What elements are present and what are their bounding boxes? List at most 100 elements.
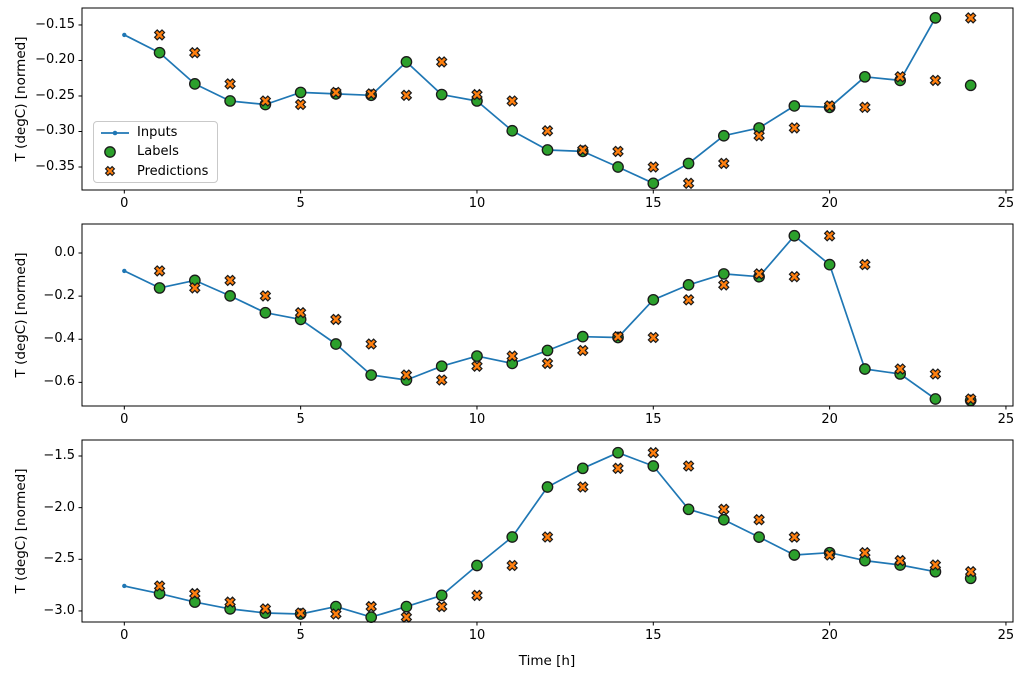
predictions-marker [259,603,272,615]
predictions-marker [859,258,871,271]
predictions-marker [612,145,624,158]
predictions-marker [365,600,377,613]
predictions-marker [718,503,730,516]
x-tick-label: 20 [821,196,838,211]
y-tick-label: −2.5 [43,551,75,567]
predictions-marker [435,56,448,68]
legend-item-inputs: Inputs [100,123,211,142]
labels-marker [788,100,801,112]
labels-marker [153,282,166,294]
x-tick-label: 15 [645,412,662,427]
predictions-marker [682,460,695,472]
legend-label-inputs: Inputs [137,125,178,141]
predictions-marker [647,161,660,173]
labels-marker [435,589,448,602]
labels-marker [400,600,413,613]
labels-marker [859,70,871,83]
inputs-point [122,583,127,589]
predictions-marker [435,374,448,386]
predictions-marker [682,177,695,190]
y-tick-label: −0.35 [35,158,75,174]
predictions-marker [753,513,765,526]
predictions-marker [471,88,483,101]
labels-marker [471,350,483,362]
predictions-marker [894,363,906,375]
y-tick-label: −0.20 [35,52,75,68]
predictions-marker [612,330,624,343]
predictions-marker [506,350,518,362]
predictions-marker [788,531,801,543]
labels-marker [365,369,378,381]
predictions-marker [330,86,342,99]
predictions-marker [647,446,660,459]
labels-marker [471,559,483,572]
predictions-marker [541,125,554,137]
x-tick-label: 20 [821,628,838,643]
labels-marker [435,88,448,101]
predictions-marker [788,270,801,283]
x-tick-label: 5 [296,196,305,211]
labels-marker [929,393,942,405]
predictions-marker [153,29,166,41]
labels-marker [682,279,695,291]
predictions-marker [859,101,871,114]
labels-marker [717,268,730,280]
predictions-marker [330,608,342,620]
labels-marker [823,258,836,271]
predictions-marker [541,531,554,543]
predictions-marker [577,144,589,156]
predictions-marker [365,88,377,100]
y-axis-label-subplot-3: T (degC) [normed] [13,468,29,594]
predictions-marker [718,279,730,291]
predictions-marker [259,95,272,107]
y-tick-label: −0.15 [35,16,75,32]
x-tick-label: 10 [468,412,486,427]
x-tick-label: 0 [120,628,129,643]
labels-marker [541,344,554,357]
labels-marker [153,46,166,59]
y-tick-label: −1.5 [43,448,75,463]
labels-marker [788,549,801,561]
legend-item-predictions: Predictions [100,162,211,181]
x-tick-label: 25 [997,628,1015,643]
predictions-marker [189,282,201,294]
legend: Inputs Labels Predictions [93,121,218,183]
inputs-point [122,32,127,38]
predictions-marker [929,368,942,380]
predictions-marker [577,344,589,357]
subplot-1-frame [81,7,1014,191]
y-tick-label: −0.2 [43,288,75,304]
predictions-marker [400,89,413,102]
x-tick-label: 0 [120,196,129,211]
y-tick-label: 0.0 [54,245,75,260]
subplot-3-frame [81,439,1014,623]
predictions-marker [718,157,730,170]
predictions-marker [788,122,801,134]
inputs-line [123,17,937,185]
labels-marker [224,290,236,302]
predictions-marker [964,565,977,578]
predictions-marker [224,596,236,608]
predictions-marker [894,71,906,83]
predictions-marker [541,357,554,370]
labels-marker [506,531,519,543]
predictions-marker [682,294,695,306]
y-axis-label-subplot-2: T (degC) [normed] [13,252,29,378]
labels-marker [647,293,660,306]
predictions-marker [823,230,836,242]
predictions-marker [929,74,942,87]
predictions-marker [400,369,413,381]
labels-marker [717,129,730,142]
x-tick-label: 10 [468,628,486,643]
labels-marker [576,330,589,343]
y-tick-label: −2.0 [43,499,75,515]
labels-marker [541,481,554,493]
predictions-marker [894,554,906,567]
x-tick-label: 25 [997,196,1015,211]
y-tick-label: −0.25 [35,87,75,103]
x-tick-label: 5 [296,628,305,643]
predictions-marker [506,95,518,107]
predictions-marker [471,360,483,372]
